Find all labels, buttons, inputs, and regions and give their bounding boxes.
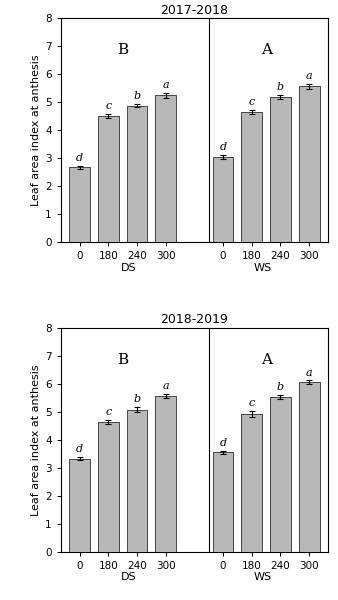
Text: b: b [277, 382, 284, 392]
Y-axis label: Leaf area index at anthesis: Leaf area index at anthesis [31, 55, 41, 206]
Text: B: B [117, 353, 128, 367]
Text: a: a [306, 368, 313, 377]
Text: d: d [76, 153, 83, 163]
Y-axis label: Leaf area index at anthesis: Leaf area index at anthesis [31, 364, 41, 515]
Text: WS: WS [254, 263, 271, 272]
Bar [241, 414, 262, 552]
Text: WS: WS [254, 572, 271, 582]
Bar [299, 382, 319, 552]
Text: b: b [134, 91, 141, 101]
Text: d: d [76, 444, 83, 454]
Text: c: c [249, 398, 255, 409]
Text: A: A [261, 43, 272, 57]
Bar [98, 422, 119, 552]
Text: c: c [105, 101, 111, 111]
Text: b: b [277, 82, 284, 92]
Bar [98, 116, 119, 242]
Title: 2017-2018: 2017-2018 [160, 4, 228, 17]
Bar [69, 458, 90, 552]
Text: b: b [134, 394, 141, 404]
Bar [213, 157, 234, 242]
Bar [241, 112, 262, 242]
Text: DS: DS [121, 572, 137, 582]
Text: c: c [249, 97, 255, 107]
Bar [270, 97, 291, 242]
Text: a: a [162, 381, 169, 391]
Text: a: a [162, 80, 169, 90]
Text: d: d [219, 142, 226, 152]
Title: 2018-2019: 2018-2019 [161, 313, 228, 326]
Text: DS: DS [121, 263, 137, 272]
Bar [127, 106, 147, 242]
Text: d: d [219, 438, 226, 448]
Bar [155, 396, 176, 552]
Bar [213, 452, 234, 552]
Bar [299, 86, 319, 242]
Text: A: A [261, 353, 272, 367]
Bar [155, 95, 176, 242]
Text: a: a [306, 71, 313, 82]
Bar [270, 397, 291, 552]
Bar [127, 410, 147, 552]
Text: B: B [117, 43, 128, 57]
Bar [69, 167, 90, 242]
Text: c: c [105, 407, 111, 418]
